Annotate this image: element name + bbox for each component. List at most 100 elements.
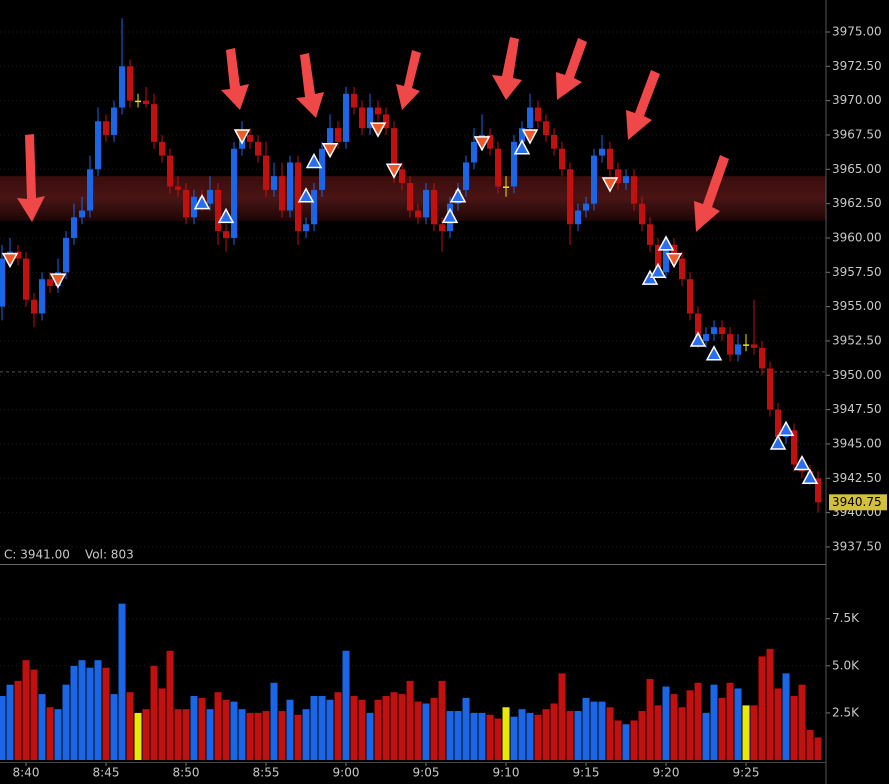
volume-bar <box>166 650 174 760</box>
candle-body <box>95 121 101 170</box>
volume-bar <box>78 660 86 760</box>
volume-bar <box>590 701 598 760</box>
volume-bar <box>662 686 670 760</box>
candle-body <box>31 299 37 314</box>
volume-bar <box>502 707 510 760</box>
candle-body <box>175 186 181 190</box>
y-tick-label: 3972.50 <box>832 59 882 73</box>
candle-body <box>639 203 645 225</box>
volume-bar <box>414 701 422 760</box>
volume-bar <box>526 712 534 760</box>
volume-bar <box>582 697 590 760</box>
x-tick-label: 9:15 <box>573 766 600 780</box>
volume-bar <box>382 695 390 760</box>
signal-up <box>793 454 811 471</box>
candle-body <box>111 107 117 135</box>
volume-bar <box>614 720 622 760</box>
volume-bar <box>214 692 222 760</box>
volume-bar <box>350 695 358 760</box>
candle-body <box>295 162 301 232</box>
volume-bar <box>742 705 750 760</box>
volume-bar <box>430 697 438 760</box>
candle-body <box>151 104 157 142</box>
volume-bar <box>598 701 606 760</box>
volume-bar <box>670 694 678 760</box>
candle-body <box>231 148 237 238</box>
volume-bar <box>342 650 350 760</box>
volume-bar <box>54 709 62 760</box>
volume-tick-label: 7.5K <box>832 611 860 625</box>
volume-bar <box>374 699 382 760</box>
red-arrow <box>296 53 324 118</box>
candle-body <box>287 162 293 211</box>
volume-bar <box>110 694 118 760</box>
candle-body <box>743 344 749 346</box>
candle-body <box>471 141 477 163</box>
volume-bar <box>622 724 630 760</box>
volume-bar <box>326 699 334 760</box>
volume-bar <box>558 673 566 760</box>
volume-bar <box>654 705 662 760</box>
volume-bar <box>710 684 718 760</box>
volume-bar <box>262 711 270 760</box>
candle-body <box>383 114 389 129</box>
y-tick-label: 3945.00 <box>832 436 882 450</box>
y-tick-label: 3937.50 <box>832 539 882 553</box>
candle-body <box>279 176 285 211</box>
red-arrow <box>396 50 421 110</box>
red-arrow <box>556 38 587 100</box>
signal-up <box>705 345 723 361</box>
volume-bar <box>22 660 30 760</box>
volume-bar <box>6 684 14 760</box>
signal-down <box>601 177 619 193</box>
candle-body <box>351 93 357 108</box>
volume-bar <box>646 679 654 760</box>
volume-bar <box>14 680 22 760</box>
x-tick-label: 9:20 <box>653 766 680 780</box>
candle-body <box>15 251 21 259</box>
y-tick-label: 3950.00 <box>832 368 882 382</box>
candle-body <box>519 128 525 142</box>
candle-body <box>671 244 677 259</box>
candle-body <box>607 148 613 170</box>
volume-bar <box>182 709 190 760</box>
y-tick-label: 3975.00 <box>832 24 882 38</box>
candle-body <box>679 258 685 280</box>
volume-bar <box>294 714 302 760</box>
candle-body <box>431 189 437 225</box>
candle-body <box>79 210 85 218</box>
marks-layer <box>0 18 822 760</box>
x-tick-label: 8:55 <box>253 766 280 780</box>
candle-body <box>375 107 381 115</box>
y-tick-label: 3947.50 <box>832 402 882 416</box>
candle-body <box>575 210 581 225</box>
volume-bar <box>406 680 414 760</box>
volume-bar <box>158 688 166 760</box>
volume-bar <box>222 699 230 760</box>
grid-layer <box>0 31 830 766</box>
arrow-annotations <box>17 37 729 232</box>
candle-body <box>815 478 821 503</box>
volume-bar <box>206 709 214 760</box>
volume-bar <box>254 712 262 760</box>
signal-up <box>513 139 531 155</box>
candle-body <box>631 176 637 204</box>
volume-bar <box>718 697 726 760</box>
volume-bar <box>142 709 150 760</box>
candle-body <box>71 217 77 238</box>
volume-bar <box>486 714 494 760</box>
candle-body <box>263 155 269 190</box>
x-tick-label: 8:45 <box>93 766 120 780</box>
volume-bar <box>606 707 614 760</box>
candle-body <box>623 176 629 184</box>
candle-body <box>599 148 605 156</box>
volume-bar <box>422 703 430 760</box>
signal-down <box>369 122 387 138</box>
volume-bar <box>46 707 54 760</box>
candle-body <box>647 224 653 245</box>
status-close: C: 3941.00 <box>4 548 70 562</box>
volume-bar <box>286 699 294 760</box>
candle-body <box>327 128 333 149</box>
volume-bar <box>86 667 94 760</box>
